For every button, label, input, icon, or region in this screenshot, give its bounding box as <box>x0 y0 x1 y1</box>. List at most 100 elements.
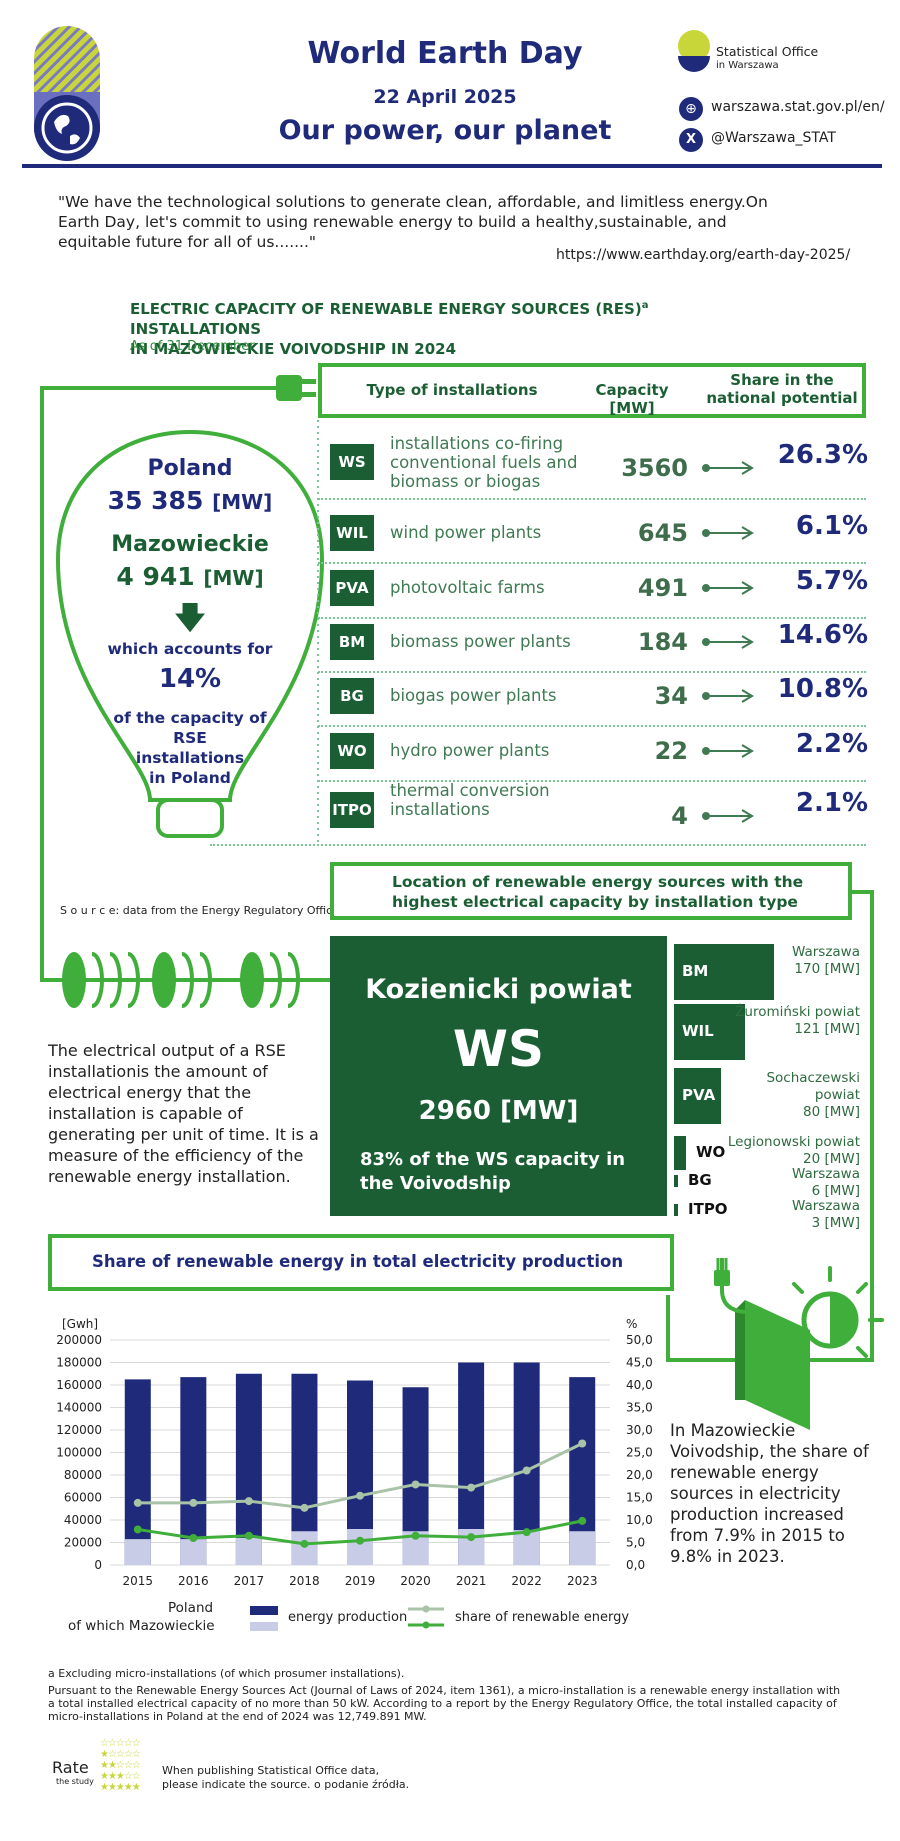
location-label: Warszawa 3 [MW] <box>720 1198 860 1232</box>
capacity-row-itpo: ITPO thermal conversion installations 4 2.1… <box>318 777 868 842</box>
capacity-row-ws: WS installations co-firing conventional f… <box>318 428 868 496</box>
y-left-tick-label: 180000 <box>56 1356 102 1370</box>
y-right-tick-label: 50,0 <box>626 1333 653 1347</box>
location-label: Legionowski powiat 20 [MW] <box>720 1134 860 1168</box>
location-bar-bg <box>674 1175 678 1187</box>
bar-poland-production <box>180 1377 207 1565</box>
location-code: BG <box>688 1171 712 1189</box>
quote-source[interactable]: https://www.earthday.org/earth-day-2025/ <box>556 247 851 263</box>
y-left-axis-label: [Gwh] <box>62 1317 98 1331</box>
arrow-right-icon <box>702 580 754 595</box>
installation-capacity: 491 <box>637 573 688 602</box>
installation-capacity: 645 <box>637 518 688 547</box>
row-divider <box>318 498 866 500</box>
note-line1: 83% of the WS capacity in <box>360 1149 626 1170</box>
y-left-tick-label: 40000 <box>64 1513 102 1527</box>
point-poland-share <box>467 1483 476 1492</box>
location-value: 121 [MW] <box>794 1021 860 1037</box>
y-right-tick-label: 30,0 <box>626 1423 653 1437</box>
mazowieckie-label: Mazowieckie <box>111 532 269 557</box>
as-of-date: As of 31 December <box>130 339 255 354</box>
installation-type: thermal conversion installations <box>390 781 550 819</box>
y-right-tick-label: 0,0 <box>626 1558 645 1572</box>
statistical-office-logo: Statistical Office in Warszawa <box>676 30 876 76</box>
point-mazowieckie-share <box>300 1539 309 1548</box>
mazowieckie-capacity: 4 941 [MW] <box>90 562 290 591</box>
title-line1-end: INSTALLATIONS <box>130 320 262 338</box>
title-line1: ELECTRIC CAPACITY OF RENEWABLE ENERGY SO… <box>130 300 642 318</box>
installation-type: installations co-firing conventional fue… <box>390 433 578 491</box>
globe-icon: ⊕ <box>679 97 703 121</box>
footnote-body: Pursuant to the Renewable Energy Sources… <box>48 1684 841 1723</box>
y-left-tick-label: 100000 <box>56 1446 102 1460</box>
header-divider <box>22 164 882 168</box>
caption-line2: RSE <box>173 729 207 747</box>
point-mazowieckie-share <box>522 1528 531 1537</box>
earth-day-quote: "We have the technological solutions to … <box>58 193 768 251</box>
bar-mazowieckie-production <box>291 1531 318 1565</box>
y-left-tick-label: 0 <box>94 1558 102 1572</box>
installation-capacity: 34 <box>654 681 688 710</box>
poland-capacity: 35 385 [MW] <box>90 486 290 515</box>
caption-line4: in Poland <box>149 769 231 787</box>
y-right-tick-label: 35,0 <box>626 1401 653 1415</box>
share-percent: 14% <box>158 664 222 694</box>
share-summary-note: In Mazowieckie Voivodship, the share of … <box>670 1421 869 1566</box>
mazowieckie-capacity-unit: [MW] <box>203 566 264 590</box>
installation-capacity: 4 <box>671 801 688 830</box>
y-right-tick-label: 40,0 <box>626 1378 653 1392</box>
location-bar-wo <box>674 1136 686 1170</box>
caption-line1: of the capacity of <box>113 709 267 727</box>
location-code: PVA <box>682 1086 716 1104</box>
capacity-row-wil: WIL wind power plants 645 6.1% <box>318 505 868 560</box>
location-label: Sochaczewski powiat 80 [MW] <box>720 1070 860 1121</box>
location-code: BM <box>682 962 709 980</box>
installation-type: wind power plants <box>390 523 542 542</box>
point-poland-share <box>244 1497 253 1506</box>
point-poland-share <box>411 1480 420 1489</box>
publish-line2: please indicate the source. o podanie źr… <box>162 1778 410 1791</box>
publish-line1: When publishing Statistical Office data, <box>162 1764 380 1777</box>
installation-code-badge: WIL <box>330 514 374 551</box>
arrow-right-icon <box>702 634 754 649</box>
bar-mazowieckie-production <box>569 1531 596 1565</box>
x-tick-label: 2016 <box>178 1574 209 1588</box>
installation-capacity: 22 <box>654 736 688 765</box>
rating-stars-icon: ☆☆☆☆☆ ★☆☆☆☆ ★★☆☆☆ ★★★☆☆ ★★★★★ <box>100 1738 141 1793</box>
point-poland-share <box>522 1466 531 1475</box>
legend-poland: Poland <box>168 1600 214 1616</box>
org-city: in Warszawa <box>716 60 779 71</box>
x-tick-label: 2018 <box>289 1574 320 1588</box>
website-url: warszawa.stat.gov.pl/en/ <box>711 99 885 115</box>
bar-mazowieckie-production <box>180 1539 207 1565</box>
capacity-table-header: Type of installations Capacity [MW] Shar… <box>318 363 866 418</box>
national-share: 10.8% <box>777 673 868 704</box>
capacity-row-wo: WO hydro power plants 22 2.2% <box>318 723 868 778</box>
y-right-tick-label: 10,0 <box>626 1513 653 1527</box>
installation-type: biomass power plants <box>390 632 571 651</box>
location-bar-itpo <box>674 1204 678 1216</box>
point-mazowieckie-share <box>467 1533 476 1542</box>
location-label: Warszawa 170 [MW] <box>720 944 860 978</box>
y-right-tick-label: 15,0 <box>626 1491 653 1505</box>
rate-study-widget[interactable]: Rate the study ☆☆☆☆☆ ★☆☆☆☆ ★★☆☆☆ ★★★☆☆ ★★★★★ <box>52 1738 162 1793</box>
installation-capacity: 184 <box>637 627 688 656</box>
bar-mazowieckie-production <box>235 1538 262 1565</box>
rate-label: Rate <box>52 1758 89 1777</box>
footnote-a: a Excluding micro-installations (of whic… <box>48 1667 405 1680</box>
location-place: Żuromiński powiat <box>735 1004 860 1020</box>
y-left-tick-label: 80000 <box>64 1468 102 1482</box>
x-logo-icon: X <box>679 128 703 152</box>
twitter-handle: @Warszawa_STAT <box>711 130 836 146</box>
point-mazowieckie-share <box>578 1516 587 1525</box>
location-bar-pva <box>674 1068 721 1124</box>
point-mazowieckie-share <box>244 1531 253 1540</box>
col-share-header: Share in the national potential <box>706 371 858 407</box>
arrow-right-icon <box>702 688 754 703</box>
top-location-box: Kozienicki powiat WS 2960 [MW] 83% of th… <box>330 936 667 1216</box>
point-poland-share <box>189 1498 198 1507</box>
y-right-tick-label: 45,0 <box>626 1356 653 1370</box>
national-share: 6.1% <box>795 510 868 541</box>
chart-legend: Poland of which Mazowieckie energy produ… <box>50 1600 670 1642</box>
caption-line3: installations <box>135 749 245 767</box>
